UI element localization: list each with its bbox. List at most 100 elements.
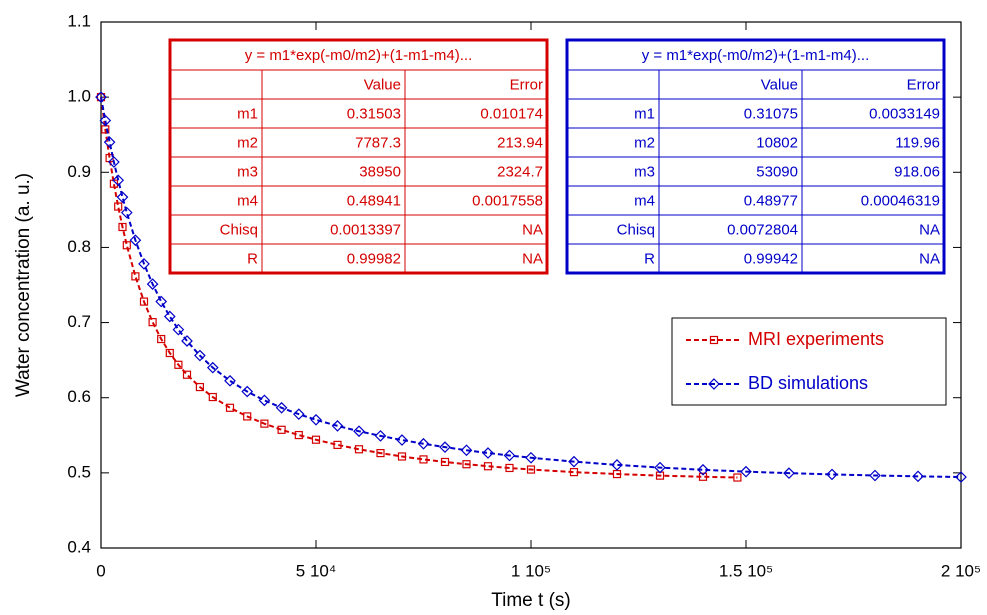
fit-table-title: y = m1*exp(-m0/m2)+(1-m1-m4)... <box>245 47 473 64</box>
marker <box>260 419 269 428</box>
x-tick-label: 1 10⁵ <box>511 561 551 580</box>
marker <box>397 452 407 461</box>
marker <box>462 460 471 469</box>
marker <box>482 447 494 459</box>
cell-value: 0.0013397 <box>330 221 401 238</box>
marker <box>182 370 192 379</box>
marker <box>181 335 193 347</box>
x-axis-title: Time t (s) <box>491 590 571 611</box>
x-tick-label: 1.5 10⁵ <box>719 561 773 580</box>
cell-value: 0.0017558 <box>472 192 543 209</box>
cell-value: NA <box>919 221 940 238</box>
marker <box>224 374 236 387</box>
marker <box>525 451 537 464</box>
column-header: Value <box>761 76 798 93</box>
marker <box>912 470 924 483</box>
cell-value: NA <box>522 221 543 238</box>
marker <box>172 323 185 336</box>
cell-value: 38950 <box>359 163 401 180</box>
cell-value: 0.010174 <box>480 105 543 122</box>
cell-value: 53090 <box>756 163 798 180</box>
marker <box>118 222 127 232</box>
marker <box>503 449 516 462</box>
legend-marker <box>708 378 720 390</box>
y-axis-title: Water concentration (a. u.) <box>13 173 34 397</box>
marker <box>103 136 116 149</box>
cell-value: 7787.3 <box>355 134 401 151</box>
row-label: m1 <box>237 105 258 122</box>
marker <box>99 114 112 127</box>
legend-label: MRI experiments <box>748 329 884 349</box>
y-tick-label: 0.7 <box>67 312 91 331</box>
cell-value: 0.00046319 <box>861 192 940 209</box>
row-label: m3 <box>237 163 258 180</box>
y-tick-label: 0.6 <box>67 387 91 406</box>
marker <box>146 278 159 290</box>
cell-value: 213.94 <box>497 134 543 151</box>
series-line <box>100 97 738 479</box>
fit-table-title: y = m1*exp(-m0/m2)+(1-m1-m4)... <box>642 47 870 64</box>
cell-value: NA <box>919 250 940 267</box>
marker <box>783 467 795 480</box>
marker <box>460 444 473 457</box>
marker <box>376 448 385 458</box>
row-label: Chisq <box>617 221 655 238</box>
marker <box>208 392 217 402</box>
cell-value: 2324.7 <box>497 163 543 180</box>
y-tick-label: 1.1 <box>67 11 91 30</box>
y-tick-label: 0.5 <box>67 462 91 481</box>
marker <box>698 472 708 481</box>
cell-value: 0.0033149 <box>869 105 940 122</box>
marker <box>195 382 204 392</box>
row-label: m4 <box>237 192 258 209</box>
marker <box>569 468 579 477</box>
marker <box>277 425 286 434</box>
row-label: m2 <box>237 134 258 151</box>
cell-value: 0.0072804 <box>727 221 798 238</box>
marker <box>310 413 322 426</box>
row-label: m2 <box>634 134 655 151</box>
marker <box>311 435 321 444</box>
marker <box>165 348 174 358</box>
x-tick-label: 5 10⁴ <box>296 561 336 580</box>
y-tick-label: 0.9 <box>67 162 91 181</box>
marker <box>206 361 219 374</box>
marker <box>194 349 206 362</box>
cell-value: 0.31503 <box>347 105 401 122</box>
marker <box>241 385 254 398</box>
marker <box>120 206 133 219</box>
marker <box>294 430 303 440</box>
cell-value: 119.96 <box>895 134 940 151</box>
cell-value: 0.99982 <box>347 250 401 267</box>
marker <box>258 394 271 407</box>
marker <box>148 318 157 327</box>
cell-value: 918.06 <box>894 163 940 180</box>
marker <box>419 455 428 464</box>
y-tick-label: 0.8 <box>67 237 91 256</box>
marker <box>568 455 580 468</box>
column-header: Error <box>510 76 543 93</box>
marker <box>122 241 131 250</box>
legend-marker <box>709 335 719 345</box>
marker <box>869 469 881 482</box>
marker <box>955 471 967 483</box>
marker <box>333 440 342 450</box>
marker <box>331 420 344 432</box>
marker <box>131 272 140 281</box>
marker <box>526 465 536 474</box>
marker <box>654 461 666 474</box>
marker <box>374 430 387 442</box>
row-label: m1 <box>634 105 655 122</box>
marker <box>292 408 305 421</box>
marker <box>129 234 142 247</box>
marker <box>174 360 183 369</box>
row-label: m3 <box>634 163 655 180</box>
column-header: Error <box>907 76 940 93</box>
marker <box>225 403 235 412</box>
marker <box>353 425 365 438</box>
x-tick-label: 2 10⁵ <box>941 561 981 580</box>
marker <box>243 412 252 421</box>
cell-value: 0.48941 <box>347 192 401 209</box>
cell-value: 10802 <box>756 134 798 151</box>
